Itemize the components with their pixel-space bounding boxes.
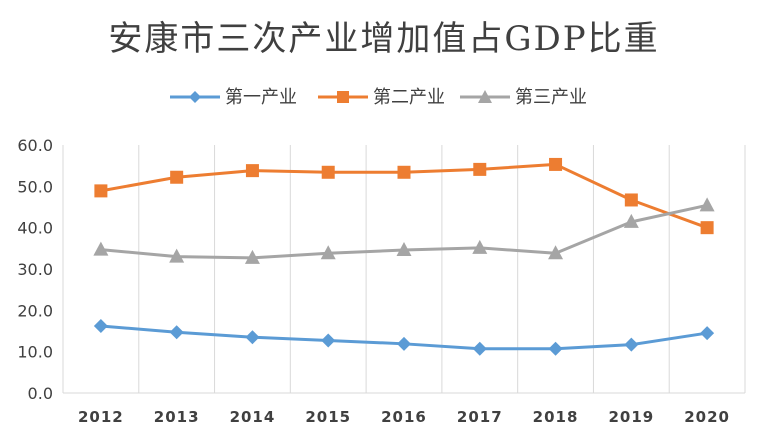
data-point[interactable] [548, 341, 563, 356]
legend-item-tertiary[interactable]: 第三产业 [460, 87, 587, 108]
series-3 [93, 197, 715, 264]
legend-marker-square [337, 91, 349, 103]
data-point[interactable] [624, 193, 638, 207]
data-point[interactable] [169, 325, 184, 340]
data-point[interactable] [396, 241, 412, 256]
data-point[interactable] [700, 326, 715, 341]
x-tick-label: 2012 [78, 408, 124, 426]
x-tick-label: 2020 [684, 408, 730, 426]
chart-title: 安康市三次产业增加值占GDP比重 [108, 19, 659, 59]
legend-label-primary: 第一产业 [225, 87, 297, 108]
y-tick-label: 0.0 [28, 384, 53, 403]
data-point[interactable] [320, 245, 336, 260]
data-point[interactable] [94, 184, 108, 198]
legend-label-secondary: 第二产业 [373, 87, 445, 108]
data-point[interactable] [169, 248, 185, 263]
data-point[interactable] [244, 249, 260, 264]
axes: 0.0 10.0 20.0 30.0 40.0 50.0 60.0 2012 2013 2014 2… [17, 136, 745, 426]
y-tick-label: 30.0 [17, 260, 53, 279]
x-tick-label: 2019 [608, 408, 654, 426]
legend-label-tertiary: 第三产业 [515, 87, 587, 108]
legend-item-secondary[interactable]: 第二产业 [318, 87, 445, 108]
x-tick-label: 2015 [305, 408, 351, 426]
x-tick-label: 2018 [533, 408, 579, 426]
grid [62, 145, 746, 393]
y-tick-label: 20.0 [17, 301, 53, 320]
y-tick-label: 50.0 [17, 177, 53, 196]
data-point[interactable] [699, 197, 715, 212]
data-point[interactable] [397, 336, 411, 351]
data-point[interactable] [245, 330, 260, 345]
legend: 第一产业 第二产业 第三产业 [170, 87, 587, 108]
x-tick-label: 2013 [154, 408, 200, 426]
data-point[interactable] [321, 333, 336, 348]
data-point[interactable] [548, 245, 564, 260]
legend-marker-triangle [478, 90, 492, 103]
legend-item-primary[interactable]: 第一产业 [170, 87, 297, 108]
data-point[interactable] [549, 157, 563, 171]
plot-area [93, 157, 715, 356]
x-tick-label: 2017 [457, 408, 503, 426]
legend-marker-diamond [189, 91, 201, 103]
y-tick-label: 10.0 [17, 343, 53, 362]
data-point[interactable] [472, 341, 487, 356]
data-point[interactable] [623, 213, 639, 228]
x-tick-label: 2016 [381, 408, 427, 426]
y-tick-label: 40.0 [17, 219, 53, 238]
data-point[interactable] [245, 164, 259, 178]
series-2 [94, 157, 714, 235]
data-point[interactable] [624, 337, 639, 352]
x-tick-label: 2014 [230, 408, 276, 426]
series-1 [93, 319, 715, 356]
data-point[interactable] [93, 319, 108, 334]
data-point[interactable] [170, 170, 184, 184]
y-tick-label: 60.0 [17, 136, 53, 155]
data-point[interactable] [473, 162, 487, 176]
data-point[interactable] [472, 239, 488, 254]
data-point[interactable] [700, 221, 714, 235]
data-point[interactable] [397, 165, 411, 179]
data-point[interactable] [321, 165, 335, 179]
data-point[interactable] [93, 241, 109, 256]
